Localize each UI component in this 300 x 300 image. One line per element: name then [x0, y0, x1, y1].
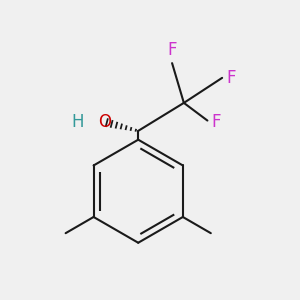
- Text: H: H: [72, 113, 84, 131]
- Text: F: F: [212, 113, 221, 131]
- Text: F: F: [167, 41, 177, 59]
- Text: F: F: [226, 69, 236, 87]
- Text: O: O: [98, 113, 111, 131]
